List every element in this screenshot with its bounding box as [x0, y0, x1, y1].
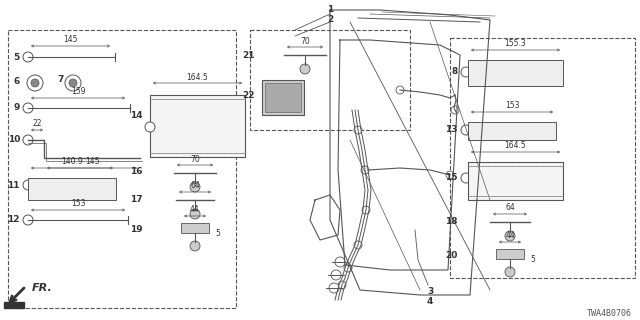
- Text: 44: 44: [190, 205, 200, 214]
- Text: 11: 11: [8, 180, 20, 189]
- Circle shape: [461, 67, 471, 77]
- Bar: [181, 223, 209, 233]
- Circle shape: [335, 257, 345, 267]
- Text: 15: 15: [445, 173, 458, 182]
- Circle shape: [338, 281, 346, 289]
- Circle shape: [451, 106, 459, 114]
- Text: 153: 153: [71, 199, 85, 209]
- Text: 5: 5: [13, 52, 20, 61]
- Circle shape: [23, 135, 33, 145]
- Text: 70: 70: [190, 155, 200, 164]
- Text: 19: 19: [131, 226, 143, 235]
- Text: 153: 153: [505, 101, 519, 110]
- Text: 22: 22: [243, 91, 255, 100]
- Circle shape: [69, 79, 77, 87]
- Bar: [8, 30, 236, 308]
- Bar: [496, 249, 524, 259]
- Text: 9: 9: [13, 103, 20, 113]
- Text: 21: 21: [243, 51, 255, 60]
- Text: 8: 8: [452, 68, 458, 76]
- Circle shape: [331, 270, 341, 280]
- Text: 22: 22: [32, 119, 42, 129]
- Circle shape: [362, 206, 370, 214]
- Bar: [150, 95, 245, 157]
- Text: 145: 145: [63, 36, 77, 44]
- Text: 4: 4: [427, 298, 433, 307]
- Circle shape: [23, 52, 33, 62]
- Text: 64: 64: [190, 181, 200, 190]
- Text: 5: 5: [215, 228, 220, 237]
- Circle shape: [505, 231, 515, 241]
- Text: 17: 17: [131, 196, 143, 204]
- Circle shape: [31, 79, 39, 87]
- Bar: [28, 178, 116, 200]
- Circle shape: [23, 215, 33, 225]
- Circle shape: [329, 283, 339, 293]
- Text: 164.5: 164.5: [504, 141, 526, 150]
- Text: 6: 6: [13, 77, 20, 86]
- Bar: [450, 38, 635, 278]
- Circle shape: [65, 75, 81, 91]
- Circle shape: [27, 75, 43, 91]
- Text: 140.9: 140.9: [61, 157, 83, 166]
- Circle shape: [354, 126, 362, 134]
- Circle shape: [361, 166, 369, 174]
- Circle shape: [190, 241, 200, 251]
- Text: FR.: FR.: [32, 283, 52, 293]
- Text: 13: 13: [445, 125, 458, 134]
- Polygon shape: [4, 302, 24, 308]
- Text: 3: 3: [427, 287, 433, 297]
- Bar: [262, 80, 304, 115]
- Circle shape: [344, 264, 352, 272]
- Text: TWA4B0706: TWA4B0706: [587, 309, 632, 318]
- Bar: [468, 122, 556, 140]
- Text: 10: 10: [8, 135, 20, 145]
- Circle shape: [23, 103, 33, 113]
- Bar: [250, 30, 410, 130]
- Text: 155.3: 155.3: [504, 39, 526, 49]
- Text: 2: 2: [327, 15, 333, 25]
- Text: 18: 18: [445, 218, 458, 227]
- Text: 64: 64: [505, 204, 515, 212]
- Text: 70: 70: [300, 36, 310, 45]
- Text: 7: 7: [57, 76, 63, 84]
- Circle shape: [396, 86, 404, 94]
- Circle shape: [190, 182, 200, 192]
- Circle shape: [23, 180, 33, 190]
- Circle shape: [446, 171, 454, 179]
- Circle shape: [461, 173, 471, 183]
- Circle shape: [354, 241, 362, 249]
- Circle shape: [300, 64, 310, 74]
- Text: 44: 44: [505, 231, 515, 241]
- Text: 145: 145: [84, 157, 99, 166]
- Text: 5: 5: [530, 254, 535, 263]
- Text: 14: 14: [131, 110, 143, 119]
- Text: 12: 12: [8, 215, 20, 225]
- Bar: [468, 162, 563, 200]
- Text: 164.5: 164.5: [187, 73, 209, 82]
- Text: 1: 1: [327, 5, 333, 14]
- Circle shape: [190, 209, 200, 219]
- Text: 16: 16: [131, 167, 143, 177]
- Text: 20: 20: [445, 252, 458, 260]
- Bar: [265, 83, 301, 112]
- Bar: [468, 60, 563, 86]
- Circle shape: [505, 267, 515, 277]
- Circle shape: [145, 122, 155, 132]
- Circle shape: [461, 125, 471, 135]
- Text: 159: 159: [71, 87, 85, 97]
